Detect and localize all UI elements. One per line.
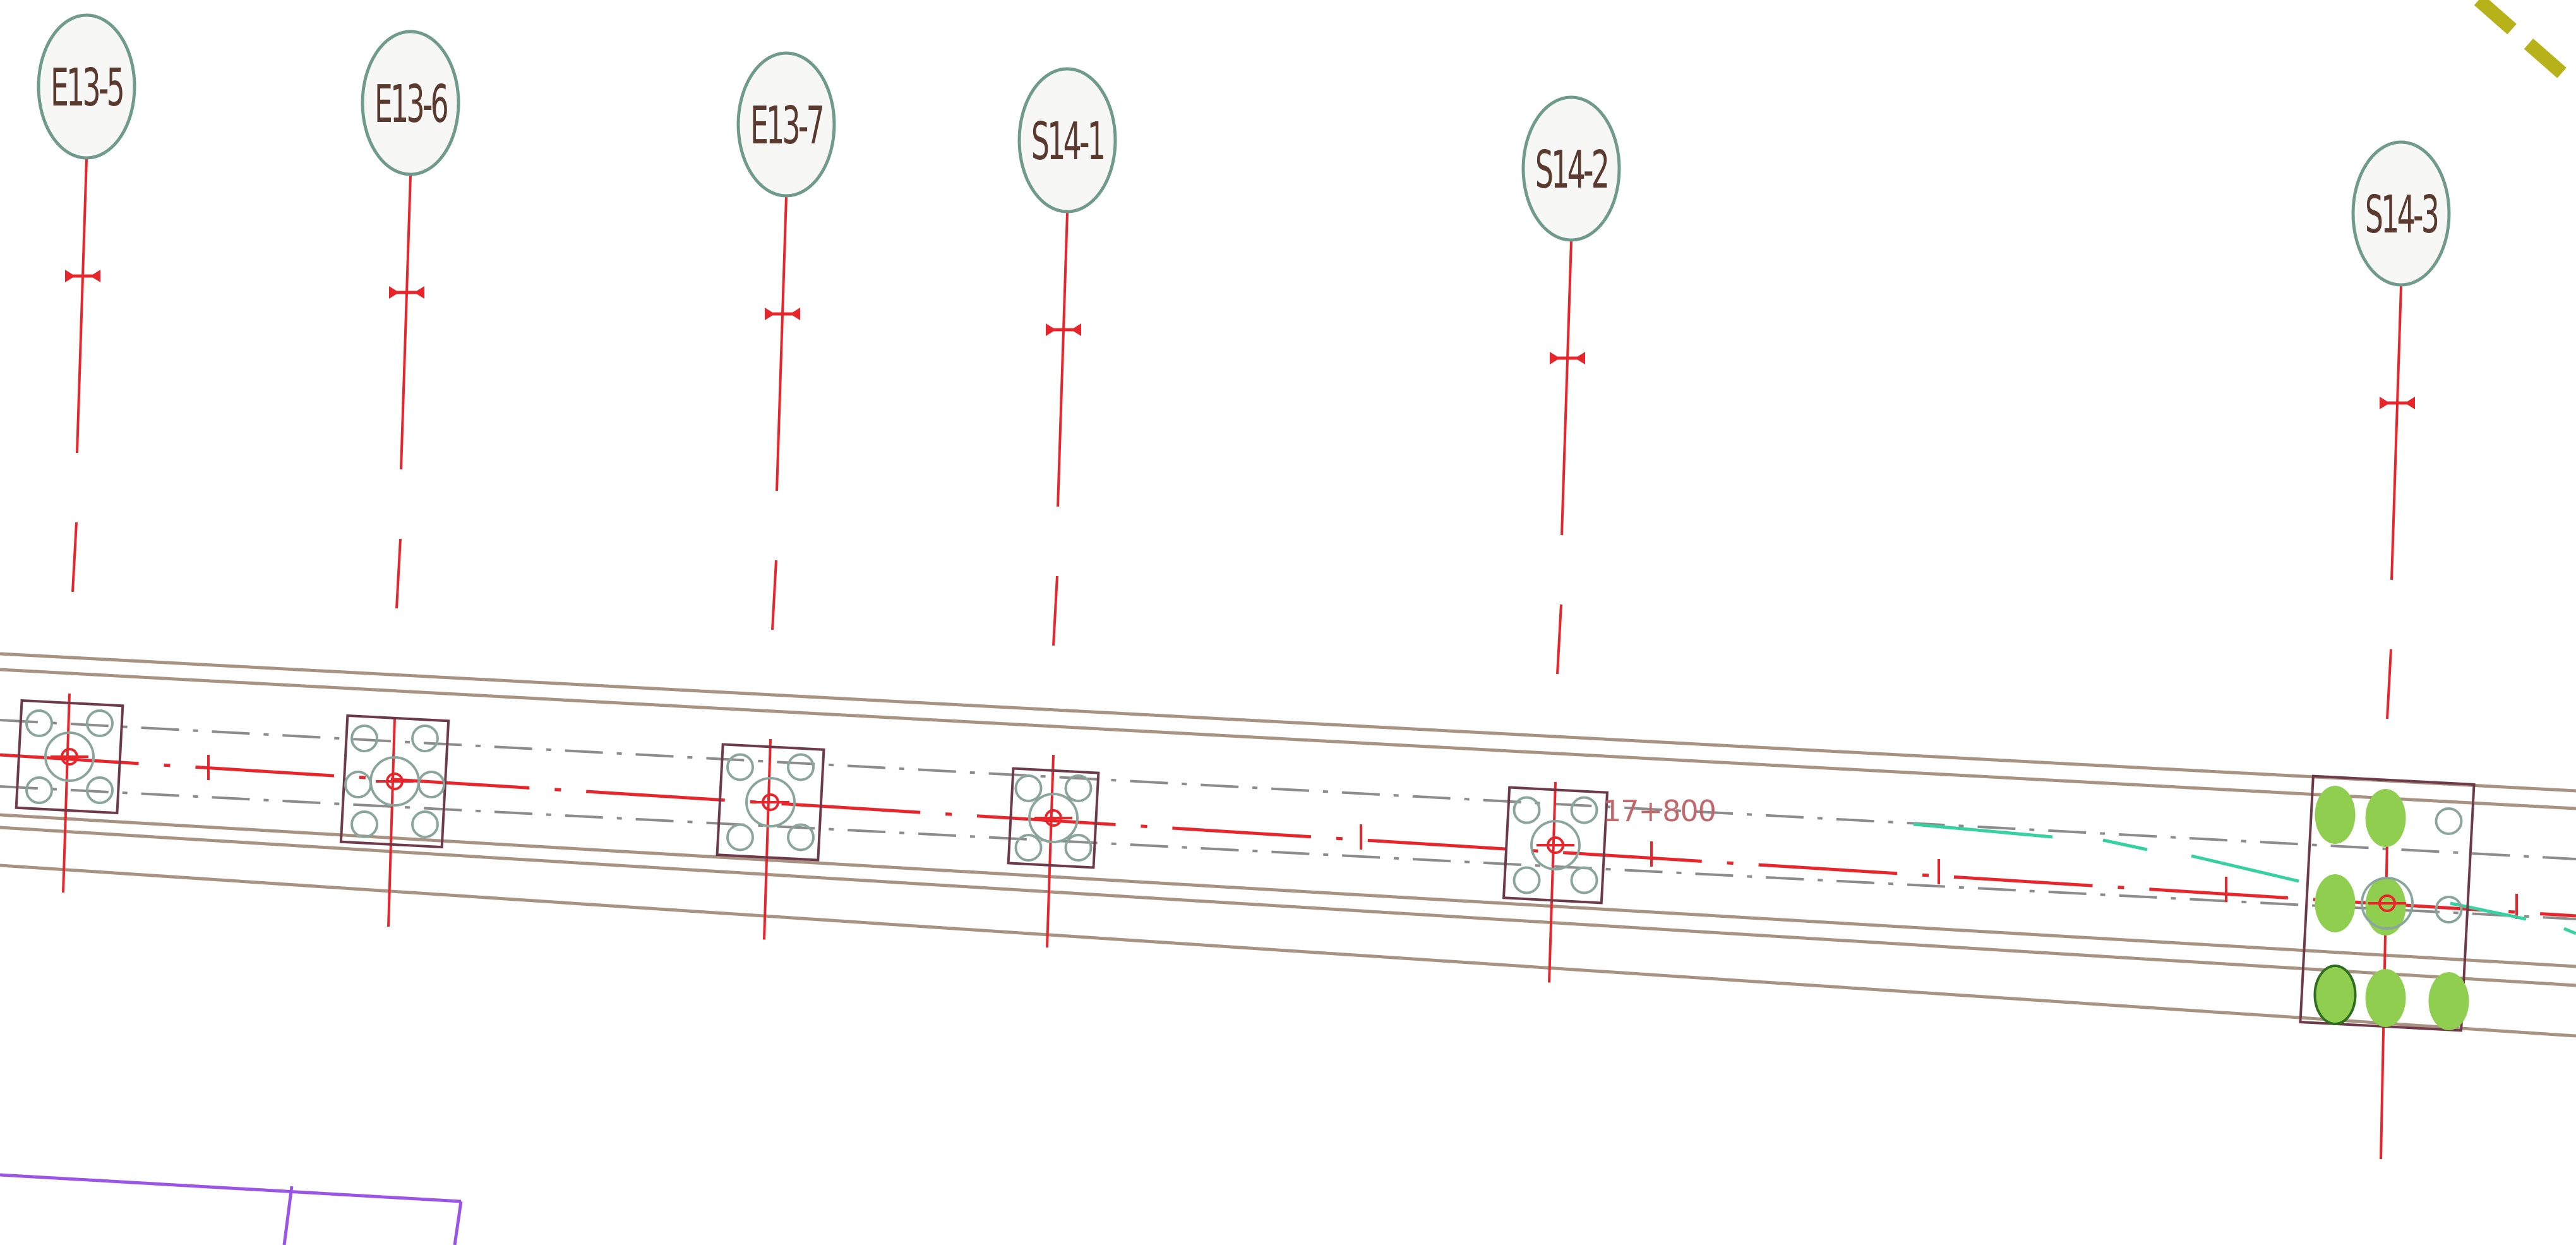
pier-axis-dash (1052, 575, 1058, 646)
pier-axis-line (76, 159, 88, 454)
pile[interactable] (2435, 807, 2463, 835)
pier-s14-3: S14-3 (2299, 140, 2476, 1160)
pier-axis-lower (763, 738, 772, 940)
pile[interactable] (726, 823, 754, 851)
pier-label-bubble[interactable] (736, 51, 836, 198)
pier-label-bubble[interactable] (1017, 67, 1117, 214)
pier-axis-lower (1046, 754, 1055, 948)
pile[interactable] (411, 725, 439, 752)
pile[interactable] (411, 810, 439, 838)
pier-label-bubble[interactable] (2351, 140, 2451, 287)
pile[interactable] (1064, 774, 1093, 802)
pile-selected[interactable] (2313, 965, 2357, 1025)
pier-label-text: E13-7 (750, 96, 822, 156)
pier-axis-line (1561, 241, 1573, 536)
footing-outline[interactable] (1502, 786, 1609, 905)
pier-e13-7: E13-7 (716, 51, 836, 940)
pier-label-bubble[interactable] (1521, 95, 1621, 242)
pile[interactable] (86, 709, 114, 737)
footing-outline[interactable] (2299, 774, 2476, 1032)
road-edges (0, 652, 2576, 1038)
section-arrow-right-icon (90, 270, 100, 282)
pier-axis-line (400, 175, 412, 470)
pile[interactable] (1570, 866, 1598, 894)
pier-axis-dash (2386, 649, 2392, 719)
pier-axis-dash (1556, 604, 1562, 675)
section-arrow-left-icon (1550, 352, 1560, 364)
section-arrow-right-icon (414, 286, 424, 299)
pier-axis-line (1057, 212, 1069, 507)
purple-boundary (0, 1173, 463, 1245)
pile-selected[interactable] (2365, 877, 2406, 935)
section-arrow-left-icon (2380, 397, 2390, 409)
station-ticks (207, 755, 2518, 919)
cyan-segments (1913, 822, 2576, 935)
pier-axis-lower (62, 693, 71, 893)
pile-selected[interactable] (2365, 969, 2406, 1027)
pile-selected[interactable] (2315, 874, 2356, 932)
pier-label-bubble[interactable] (37, 13, 136, 160)
olive-dashed-line (2474, 0, 2576, 91)
pier-label-text: S14-2 (1535, 140, 1607, 200)
pile[interactable] (1014, 774, 1043, 802)
pile[interactable] (25, 709, 53, 737)
pier-label-text: S14-3 (2365, 185, 2438, 245)
section-arrow-right-icon (790, 308, 800, 320)
pile[interactable] (1513, 866, 1541, 894)
pier-axis-line (776, 196, 788, 491)
column-circle (44, 731, 95, 782)
column-circle (1028, 793, 1079, 843)
section-arrow-left-icon (389, 286, 399, 299)
pier-axis-lower (387, 718, 396, 927)
pier-axis-dash (771, 560, 777, 630)
section-arrow-right-icon (1575, 352, 1585, 364)
column-circle (2361, 877, 2414, 930)
pile[interactable] (350, 810, 378, 838)
pier-label-text: S14-1 (1031, 112, 1103, 172)
footing-outline[interactable] (716, 743, 825, 862)
pier-axis-line (2390, 286, 2402, 580)
pile-selected[interactable] (2428, 972, 2469, 1030)
pier-axis-lower (1548, 781, 1557, 983)
pile-selected[interactable] (2365, 789, 2406, 847)
pier-group: E13-5 E13-6 E13-7 S14-1 S14-2 S14-3 (15, 13, 2476, 1160)
pier-label-text: E13-6 (374, 75, 448, 135)
pier-axis-dash (71, 522, 78, 592)
pile-selected[interactable] (2315, 786, 2356, 844)
pier-label-bubble[interactable] (361, 30, 460, 176)
pile[interactable] (25, 776, 53, 804)
pile[interactable] (1014, 834, 1043, 862)
pier-e13-6: E13-6 (339, 30, 460, 927)
pile[interactable] (2435, 896, 2463, 923)
section-arrow-left-icon (65, 270, 75, 282)
dashdot-lines (0, 719, 2576, 920)
column-circle (745, 777, 796, 827)
pile[interactable] (1064, 834, 1093, 862)
pile[interactable] (787, 823, 815, 851)
pier-e13-5: E13-5 (15, 13, 136, 893)
pile[interactable] (787, 753, 815, 781)
pier-s14-2: S14-2 (1502, 95, 1621, 983)
pier-s14-1: S14-1 (1007, 67, 1117, 948)
section-arrow-right-icon (1071, 323, 1081, 336)
pile[interactable] (726, 753, 754, 781)
pile[interactable] (350, 725, 378, 752)
pier-label-text: E13-5 (51, 58, 123, 118)
station-label: 17+800 (1603, 794, 1716, 828)
pile[interactable] (1570, 796, 1598, 824)
footing-outline[interactable] (15, 699, 124, 815)
section-arrow-right-icon (2405, 397, 2415, 409)
column-circle (1530, 820, 1581, 870)
centerline (0, 753, 2576, 918)
section-arrow-left-icon (765, 308, 775, 320)
pile[interactable] (86, 776, 114, 804)
column-circle (369, 756, 420, 807)
pile[interactable] (1513, 796, 1541, 824)
footing-outline[interactable] (1007, 767, 1100, 869)
pier-axis-dash (395, 538, 402, 609)
section-arrow-left-icon (1046, 323, 1056, 336)
